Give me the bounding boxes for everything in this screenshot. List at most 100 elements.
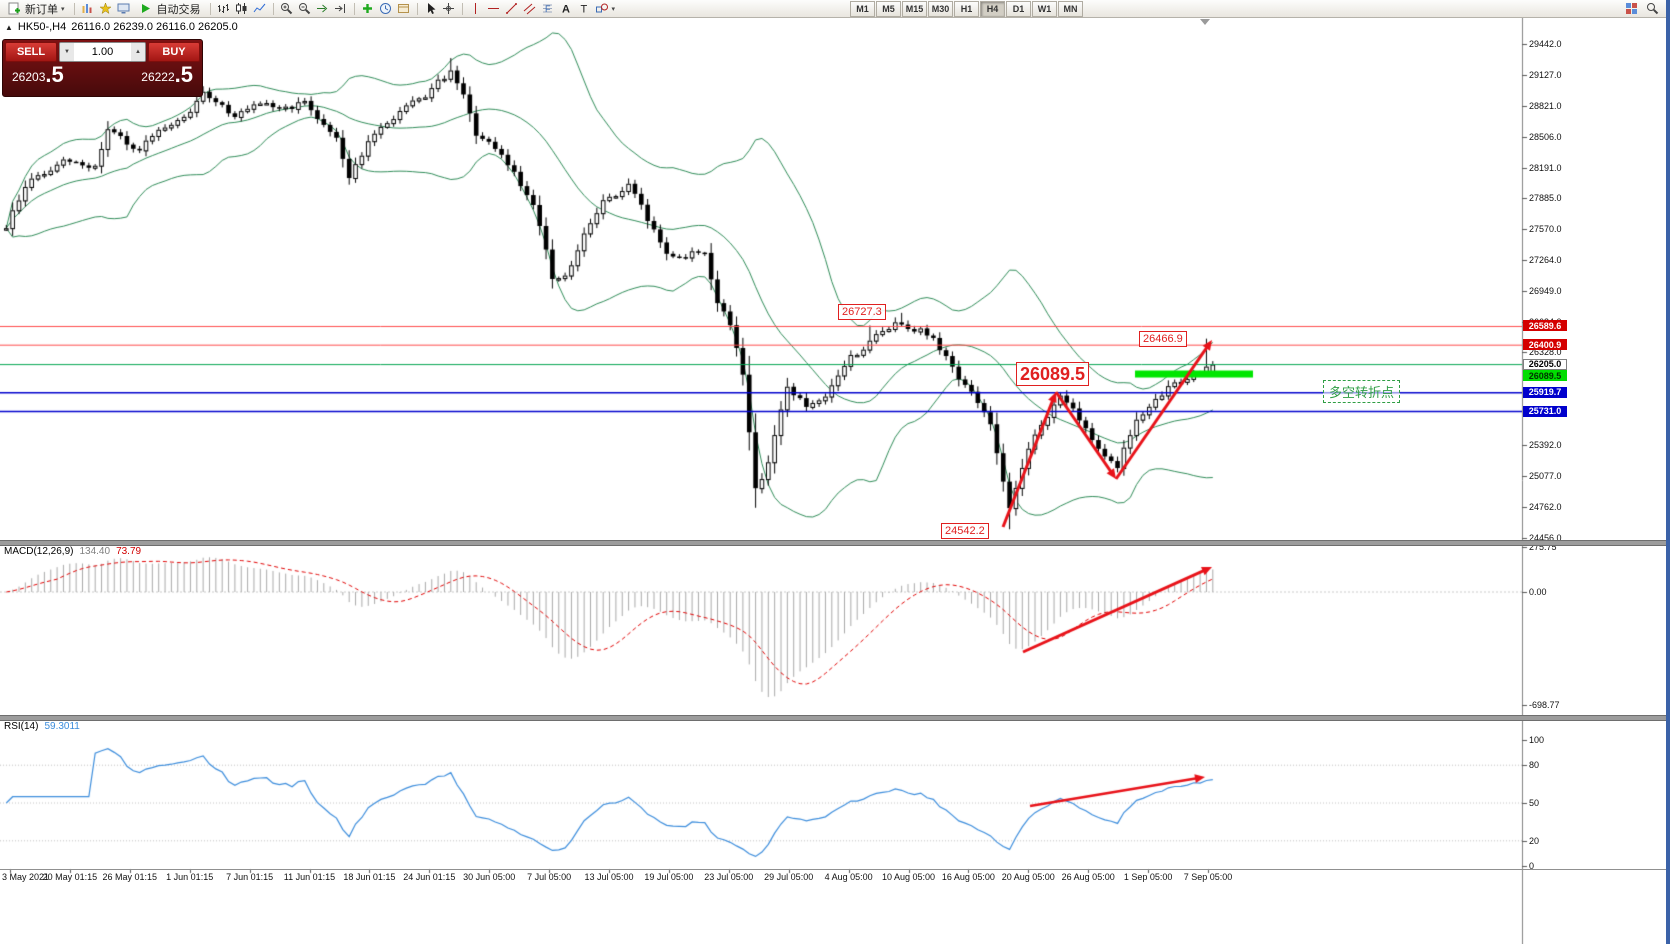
price-tag: 26400.9: [1523, 339, 1567, 351]
price-axis-label: 24456.0: [1529, 532, 1562, 543]
toolbar-separator: [461, 2, 463, 15]
time-axis-label: 20 May 01:15: [42, 872, 98, 882]
time-axis-label: 23 Jul 05:00: [704, 872, 754, 882]
time-axis-label: 7 Sep 05:00: [1183, 872, 1233, 882]
trendline-icon[interactable]: [504, 1, 520, 16]
price-tag: 26089.5: [1523, 370, 1567, 382]
tf-button-d1[interactable]: D1: [1006, 1, 1031, 17]
rsi-value: 59.3011: [44, 721, 80, 732]
terminal-icon[interactable]: [116, 1, 132, 16]
chart-symbol-header: ▲ HK50-,H4 26116.0 26239.0 26116.0 26205…: [5, 21, 238, 33]
navigator-icon[interactable]: [98, 1, 114, 16]
price-axis-label: 28191.0: [1529, 162, 1562, 173]
time-axis-label: 11 Jun 01:15: [283, 872, 336, 882]
time-axis-label: 24 Jun 01:15: [403, 872, 456, 882]
buy-button[interactable]: BUY: [148, 42, 200, 62]
new-order-label: 新订单: [25, 3, 58, 16]
auto-scroll-icon[interactable]: [315, 1, 331, 16]
price-tag: 26589.6: [1523, 320, 1567, 332]
market-watch-icon[interactable]: [80, 1, 96, 16]
periods-clock-icon[interactable]: [378, 1, 394, 16]
price-axis-label: 26328.0: [1529, 347, 1562, 358]
vertical-line-icon[interactable]: [468, 1, 484, 16]
indicators-icon[interactable]: [360, 1, 376, 16]
price-axis-label: 28506.0: [1529, 131, 1562, 142]
tf-button-w1[interactable]: W1: [1032, 1, 1057, 17]
zoom-out-icon[interactable]: [297, 1, 313, 16]
tf-button-m15[interactable]: M15: [902, 1, 927, 17]
tf-button-h1[interactable]: H1: [954, 1, 979, 17]
time-axis-label: 13 Jul 05:00: [584, 872, 634, 882]
line-chart-icon[interactable]: [252, 1, 268, 16]
cursor-icon[interactable]: [423, 1, 439, 16]
price-axis-label: 27264.0: [1529, 254, 1562, 265]
bar-chart-icon[interactable]: [216, 1, 232, 16]
volume-stepper: ▼ ▲: [59, 42, 146, 62]
indicator-axis-label: 275.75: [1529, 542, 1557, 553]
zoom-in-icon[interactable]: [279, 1, 295, 16]
chart-shift-icon[interactable]: [333, 1, 349, 16]
rsi-label: RSI(14) 59.3011: [4, 721, 80, 732]
sell-price: 26203.5: [12, 62, 64, 87]
price-axis-label: 24762.0: [1529, 502, 1562, 513]
fibonacci-icon[interactable]: F: [540, 1, 556, 16]
buy-price: 26222.5: [141, 62, 193, 87]
panel-splitter[interactable]: [0, 715, 1670, 721]
chevron-down-icon[interactable]: ▾: [611, 5, 616, 13]
tile-windows-icon[interactable]: [1623, 1, 1639, 16]
templates-icon[interactable]: [396, 1, 412, 16]
tf-button-m5[interactable]: M5: [876, 1, 901, 17]
label-icon[interactable]: T: [576, 1, 592, 16]
price-callout[interactable]: 24542.2: [941, 523, 989, 539]
panel-splitter[interactable]: [0, 540, 1670, 546]
channel-icon[interactable]: [522, 1, 538, 16]
play-icon: [138, 1, 154, 16]
candlestick-chart-icon[interactable]: [234, 1, 250, 16]
time-axis-label: 26 May 01:15: [102, 872, 158, 882]
note-label[interactable]: 多空转折点: [1323, 380, 1401, 403]
horizontal-line-icon[interactable]: [486, 1, 502, 16]
shapes-icon[interactable]: [594, 1, 610, 16]
time-axis-label: 10 Aug 05:00: [881, 872, 936, 882]
uptick-icon: ▲: [5, 22, 13, 32]
price-callout[interactable]: 26466.9: [1139, 331, 1187, 347]
chart-shift-marker[interactable]: [1200, 19, 1210, 25]
toolbar-separator: [416, 2, 418, 15]
volume-decrease-button[interactable]: ▼: [60, 43, 74, 61]
macd-name: MACD(12,26,9): [4, 546, 74, 557]
tf-button-mn[interactable]: MN: [1058, 1, 1083, 17]
price-callout[interactable]: 26089.5: [1016, 362, 1090, 386]
indicator-axis-label: 0: [1529, 861, 1535, 871]
volume-increase-button[interactable]: ▲: [131, 43, 145, 61]
time-axis-label: 19 Jul 05:00: [644, 872, 694, 882]
price-axis-label: 28821.0: [1529, 100, 1562, 111]
macd-value-main: 134.40: [79, 546, 111, 557]
toolbar-right-group: [1623, 1, 1660, 16]
volume-input[interactable]: [74, 43, 131, 61]
tf-button-m30[interactable]: M30: [928, 1, 953, 17]
time-axis-label: 4 Aug 05:00: [824, 872, 873, 882]
indicator-axis-label: 50: [1529, 798, 1540, 808]
price-callout[interactable]: 26727.3: [838, 304, 886, 320]
crosshair-icon[interactable]: [441, 1, 457, 16]
price-axis-label: 29127.0: [1529, 70, 1562, 81]
auto-trading-label: 自动交易: [156, 3, 201, 16]
price-axis-label: 25392.0: [1529, 440, 1562, 451]
price-axis-label: 27570.0: [1529, 224, 1562, 235]
time-axis-label: 30 Jun 05:00: [463, 872, 516, 882]
time-axis-label: 16 Aug 05:00: [941, 872, 995, 882]
text-icon[interactable]: A: [558, 1, 574, 16]
svg-text:F: F: [545, 4, 551, 14]
new-order-button[interactable]: 新订单 ▾: [2, 1, 69, 16]
rsi-name: RSI(14): [4, 721, 39, 732]
tf-button-h4[interactable]: H4: [980, 1, 1005, 17]
price-tag: 25731.0: [1523, 405, 1567, 417]
tf-button-m1[interactable]: M1: [850, 1, 875, 17]
sell-button[interactable]: SELL: [5, 42, 57, 62]
price-tag: 25919.7: [1523, 386, 1567, 398]
macd-label: MACD(12,26,9) 134.40 73.79: [4, 546, 141, 557]
auto-trading-button[interactable]: 自动交易: [134, 1, 205, 16]
chart-canvas[interactable]: [0, 17, 1670, 944]
toolbar-separator: [73, 2, 75, 15]
search-icon[interactable]: [1644, 1, 1660, 16]
